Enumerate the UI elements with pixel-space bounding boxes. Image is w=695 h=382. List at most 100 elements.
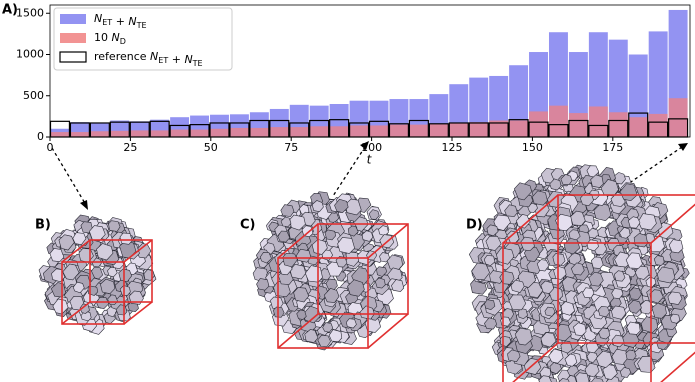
bar xyxy=(170,129,190,137)
bar xyxy=(329,126,349,137)
grain xyxy=(483,254,496,266)
grain xyxy=(513,182,533,201)
grain xyxy=(611,288,624,300)
y-tick-label: 500 xyxy=(23,89,44,102)
bar xyxy=(210,128,229,137)
grain xyxy=(548,348,564,364)
grain xyxy=(590,377,604,382)
grain xyxy=(540,332,557,348)
cube-edge xyxy=(277,257,369,349)
grain xyxy=(118,268,133,283)
bar xyxy=(608,112,628,137)
x-tick-label: 25 xyxy=(123,141,137,154)
legend-swatch xyxy=(59,51,87,63)
grain xyxy=(619,227,631,239)
grain xyxy=(598,327,611,340)
grain xyxy=(540,280,555,294)
plot-frame xyxy=(49,4,691,138)
grain xyxy=(598,305,610,318)
grain xyxy=(256,278,270,291)
cube-edge xyxy=(61,261,125,325)
grain xyxy=(602,364,618,380)
legend-box xyxy=(53,7,233,71)
bar xyxy=(648,113,668,137)
grain xyxy=(560,174,573,186)
grain xyxy=(573,322,587,337)
cube-edge xyxy=(277,223,319,259)
grain xyxy=(337,237,355,254)
arrowheads xyxy=(80,141,688,210)
grain xyxy=(531,190,548,206)
bar xyxy=(449,122,469,137)
grain xyxy=(361,230,374,242)
grain xyxy=(295,248,312,263)
grain xyxy=(510,279,525,293)
grain xyxy=(538,375,552,382)
grain xyxy=(628,287,642,301)
arrow xyxy=(332,146,366,197)
legend-swatch xyxy=(60,14,86,24)
grain xyxy=(347,279,365,297)
grain xyxy=(552,253,566,266)
x-tick-label: 125 xyxy=(442,141,463,154)
grain xyxy=(640,316,659,334)
grain xyxy=(128,290,144,305)
grain xyxy=(96,243,114,261)
bar xyxy=(469,122,489,137)
grain xyxy=(500,316,511,327)
grain xyxy=(554,323,572,342)
arrow xyxy=(51,147,87,206)
x-tick-label: 0 xyxy=(47,141,54,154)
grain xyxy=(504,204,518,217)
bar xyxy=(548,105,568,137)
cube-edge xyxy=(650,203,695,244)
grain xyxy=(489,270,504,284)
grain xyxy=(471,262,490,281)
grain xyxy=(593,203,612,222)
grain xyxy=(582,287,595,299)
grain xyxy=(323,288,340,303)
grain xyxy=(669,313,681,324)
grain xyxy=(625,252,643,269)
grain xyxy=(359,305,375,320)
arrow xyxy=(624,146,683,187)
grain xyxy=(72,232,87,246)
cube-edge xyxy=(367,313,409,349)
bar xyxy=(389,124,409,137)
grain xyxy=(558,378,570,382)
legend-label: 10 ND xyxy=(94,31,126,46)
grain xyxy=(293,287,310,303)
grain xyxy=(277,230,291,243)
bar xyxy=(110,130,130,137)
grain xyxy=(613,270,626,282)
grain xyxy=(119,285,131,296)
cube-edge xyxy=(502,242,652,382)
grain xyxy=(619,183,638,202)
grain xyxy=(328,329,343,343)
cube-edge xyxy=(89,239,153,303)
arrowhead xyxy=(360,141,369,150)
grain xyxy=(614,251,631,268)
grain xyxy=(586,351,598,363)
grain xyxy=(627,299,642,314)
bar xyxy=(90,131,110,137)
bar xyxy=(648,31,668,137)
grain xyxy=(516,214,531,229)
grain xyxy=(560,340,573,354)
bar xyxy=(588,106,608,137)
grain xyxy=(600,179,619,197)
cube-edge xyxy=(367,223,409,259)
y-tick-label: 0 xyxy=(37,130,44,143)
grain xyxy=(311,239,328,255)
panel-label: D) xyxy=(466,218,483,233)
arrowhead xyxy=(678,143,688,151)
grain xyxy=(496,247,515,265)
bar xyxy=(628,54,648,137)
arrowhead xyxy=(80,200,88,210)
x-tick-label: 75 xyxy=(284,141,298,154)
cube-frame xyxy=(277,223,409,349)
x-axis-label: t xyxy=(367,153,373,167)
cube-edge xyxy=(317,223,409,315)
bar xyxy=(269,127,289,137)
